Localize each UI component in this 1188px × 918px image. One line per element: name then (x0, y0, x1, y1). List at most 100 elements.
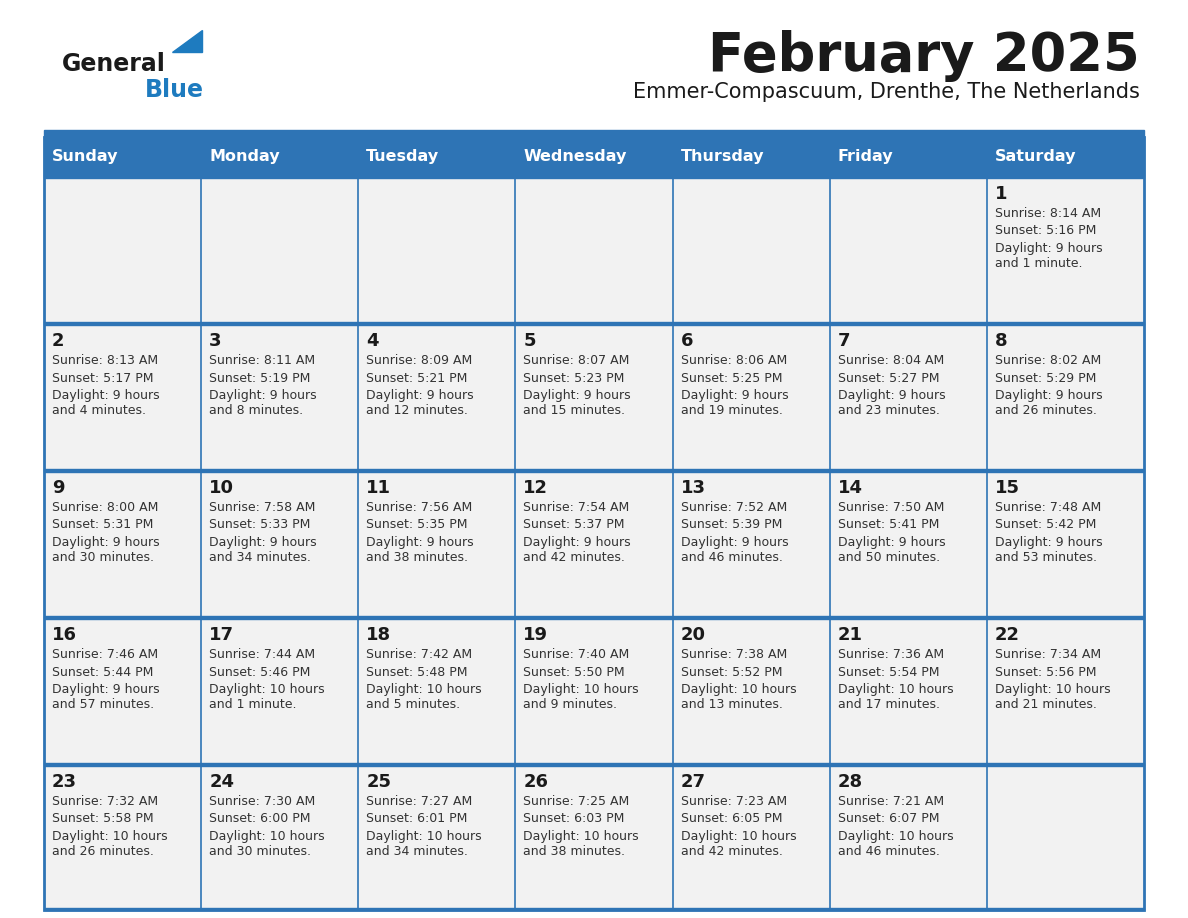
Text: Sunrise: 8:00 AM: Sunrise: 8:00 AM (52, 501, 158, 514)
Text: Daylight: 10 hours
and 46 minutes.: Daylight: 10 hours and 46 minutes. (838, 830, 953, 858)
Text: Daylight: 9 hours
and 30 minutes.: Daylight: 9 hours and 30 minutes. (52, 536, 159, 564)
Bar (44, 472, 201, 616)
Text: Daylight: 9 hours
and 12 minutes.: Daylight: 9 hours and 12 minutes. (366, 389, 474, 417)
Text: Sunrise: 7:48 AM: Sunrise: 7:48 AM (994, 501, 1101, 514)
Bar (516, 766, 672, 910)
Bar (201, 324, 359, 469)
Text: Daylight: 10 hours
and 5 minutes.: Daylight: 10 hours and 5 minutes. (366, 683, 482, 711)
Text: Daylight: 9 hours
and 42 minutes.: Daylight: 9 hours and 42 minutes. (524, 536, 631, 564)
Text: Sunset: 5:33 PM: Sunset: 5:33 PM (209, 519, 310, 532)
Text: Sunrise: 7:38 AM: Sunrise: 7:38 AM (681, 648, 786, 661)
Text: Daylight: 9 hours
and 15 minutes.: Daylight: 9 hours and 15 minutes. (524, 389, 631, 417)
Bar (359, 766, 516, 910)
Bar (44, 322, 1144, 324)
Text: 11: 11 (366, 479, 391, 497)
Text: Daylight: 9 hours
and 8 minutes.: Daylight: 9 hours and 8 minutes. (209, 389, 317, 417)
Text: Sunrise: 7:56 AM: Sunrise: 7:56 AM (366, 501, 473, 514)
Text: Sunset: 5:56 PM: Sunset: 5:56 PM (994, 666, 1097, 678)
Text: 21: 21 (838, 626, 862, 644)
Text: Sunset: 5:21 PM: Sunset: 5:21 PM (366, 372, 468, 385)
Bar (201, 472, 359, 616)
Text: Daylight: 9 hours
and 50 minutes.: Daylight: 9 hours and 50 minutes. (838, 536, 946, 564)
Text: 2: 2 (52, 332, 64, 350)
Bar (44, 177, 201, 322)
Bar (516, 177, 672, 322)
Text: Sunrise: 7:32 AM: Sunrise: 7:32 AM (52, 795, 158, 808)
Text: Emmer-Compascuum, Drenthe, The Netherlands: Emmer-Compascuum, Drenthe, The Netherlan… (633, 82, 1140, 102)
Text: 22: 22 (994, 626, 1019, 644)
Bar (44, 130, 1144, 137)
Bar (516, 324, 672, 469)
Bar (359, 619, 516, 763)
Text: Saturday: Saturday (994, 149, 1076, 163)
Bar (672, 177, 829, 322)
Text: Sunrise: 8:02 AM: Sunrise: 8:02 AM (994, 354, 1101, 367)
Text: 16: 16 (52, 626, 77, 644)
Text: Sunrise: 7:54 AM: Sunrise: 7:54 AM (524, 501, 630, 514)
Text: Daylight: 10 hours
and 1 minute.: Daylight: 10 hours and 1 minute. (209, 683, 324, 711)
Bar (987, 766, 1144, 910)
Bar (987, 472, 1144, 616)
Text: Daylight: 10 hours
and 9 minutes.: Daylight: 10 hours and 9 minutes. (524, 683, 639, 711)
Text: Blue: Blue (145, 78, 204, 102)
Text: February 2025: February 2025 (708, 30, 1140, 82)
Text: Daylight: 10 hours
and 21 minutes.: Daylight: 10 hours and 21 minutes. (994, 683, 1111, 711)
Bar (987, 177, 1144, 322)
Text: Daylight: 10 hours
and 17 minutes.: Daylight: 10 hours and 17 minutes. (838, 683, 953, 711)
Text: Sunset: 5:44 PM: Sunset: 5:44 PM (52, 666, 153, 678)
Text: Sunrise: 7:34 AM: Sunrise: 7:34 AM (994, 648, 1101, 661)
Text: Sunrise: 7:25 AM: Sunrise: 7:25 AM (524, 795, 630, 808)
Text: 24: 24 (209, 773, 234, 791)
Bar (201, 619, 359, 763)
Text: 6: 6 (681, 332, 693, 350)
Polygon shape (172, 30, 202, 52)
Bar (44, 619, 201, 763)
Text: Sunset: 5:48 PM: Sunset: 5:48 PM (366, 666, 468, 678)
Text: Daylight: 9 hours
and 46 minutes.: Daylight: 9 hours and 46 minutes. (681, 536, 788, 564)
Text: Sunrise: 7:42 AM: Sunrise: 7:42 AM (366, 648, 473, 661)
Text: Sunset: 6:05 PM: Sunset: 6:05 PM (681, 812, 782, 825)
Text: Sunrise: 7:36 AM: Sunrise: 7:36 AM (838, 648, 943, 661)
Text: Sunrise: 7:21 AM: Sunrise: 7:21 AM (838, 795, 943, 808)
Text: 13: 13 (681, 479, 706, 497)
Text: Sunset: 6:01 PM: Sunset: 6:01 PM (366, 812, 468, 825)
Bar (44, 766, 201, 910)
Bar (44, 137, 1144, 175)
Text: Sunset: 5:58 PM: Sunset: 5:58 PM (52, 812, 153, 825)
Text: Daylight: 10 hours
and 38 minutes.: Daylight: 10 hours and 38 minutes. (524, 830, 639, 858)
Text: Monday: Monday (209, 149, 279, 163)
Bar (672, 766, 829, 910)
Bar (44, 324, 201, 469)
Text: Daylight: 9 hours
and 53 minutes.: Daylight: 9 hours and 53 minutes. (994, 536, 1102, 564)
Bar (829, 619, 987, 763)
Text: Sunrise: 7:40 AM: Sunrise: 7:40 AM (524, 648, 630, 661)
Bar (516, 619, 672, 763)
Text: 28: 28 (838, 773, 862, 791)
Text: Sunset: 5:31 PM: Sunset: 5:31 PM (52, 519, 153, 532)
Text: Sunrise: 7:50 AM: Sunrise: 7:50 AM (838, 501, 944, 514)
Bar (44, 763, 1144, 766)
Text: 8: 8 (994, 332, 1007, 350)
Text: Sunset: 5:17 PM: Sunset: 5:17 PM (52, 372, 153, 385)
Text: Sunset: 6:07 PM: Sunset: 6:07 PM (838, 812, 940, 825)
Text: Sunrise: 8:14 AM: Sunrise: 8:14 AM (994, 207, 1101, 220)
Text: 4: 4 (366, 332, 379, 350)
Bar (672, 324, 829, 469)
Text: Sunset: 5:25 PM: Sunset: 5:25 PM (681, 372, 782, 385)
Text: Sunset: 5:50 PM: Sunset: 5:50 PM (524, 666, 625, 678)
Text: Daylight: 9 hours
and 34 minutes.: Daylight: 9 hours and 34 minutes. (209, 536, 317, 564)
Bar (44, 175, 1144, 177)
Text: Sunrise: 7:58 AM: Sunrise: 7:58 AM (209, 501, 316, 514)
Text: Daylight: 9 hours
and 1 minute.: Daylight: 9 hours and 1 minute. (994, 242, 1102, 270)
Text: Sunrise: 8:11 AM: Sunrise: 8:11 AM (209, 354, 315, 367)
Text: Thursday: Thursday (681, 149, 764, 163)
Text: Sunset: 5:19 PM: Sunset: 5:19 PM (209, 372, 310, 385)
Bar (359, 472, 516, 616)
Text: Daylight: 10 hours
and 34 minutes.: Daylight: 10 hours and 34 minutes. (366, 830, 482, 858)
Text: Sunday: Sunday (52, 149, 119, 163)
Text: Daylight: 9 hours
and 19 minutes.: Daylight: 9 hours and 19 minutes. (681, 389, 788, 417)
Bar (44, 469, 1144, 472)
Text: 27: 27 (681, 773, 706, 791)
Text: Sunrise: 7:30 AM: Sunrise: 7:30 AM (209, 795, 315, 808)
Text: Tuesday: Tuesday (366, 149, 440, 163)
